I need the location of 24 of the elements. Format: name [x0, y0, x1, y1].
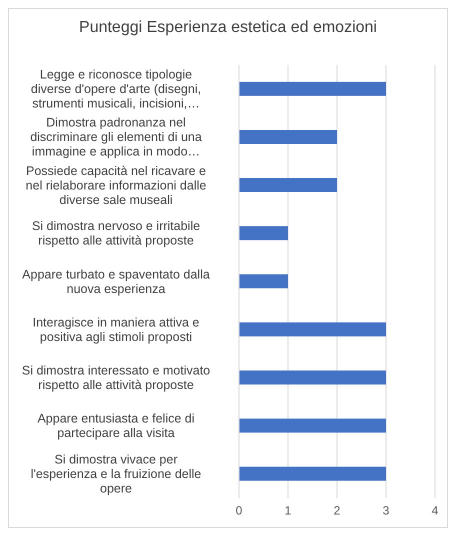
bar — [239, 418, 386, 433]
y-tick-label: Appare turbato e spaventato dalla nuova esperienza — [22, 267, 210, 296]
y-tick-label: Possiede capacità nel ricavare e nel rielaborare informazioni dalle diverse sale museali — [26, 164, 206, 207]
bar — [239, 466, 386, 481]
bar — [239, 82, 386, 96]
bar — [239, 322, 386, 336]
y-tick-label: Si dimostra nervoso e irritabile rispetto alle attività proposte — [32, 219, 200, 248]
x-tick-label: 3 — [382, 504, 390, 518]
y-tick-label: Si dimostra vivace per l'esperienza e la fruizione delle opere — [30, 452, 202, 496]
bar — [239, 274, 288, 288]
y-tick-label: Interagisce in maniera attiva e positiva agli stimoli proposti — [32, 315, 200, 344]
y-tick-label: Legge e riconosce tipologie diverse d'opere d'arte (disegni, strumenti musicali, incisioni,… — [30, 68, 202, 111]
x-tick-label: 4 — [432, 504, 439, 518]
x-tick-label: 1 — [284, 504, 292, 518]
y-tick-label: Dimostra padronanza nel discriminare gli elementi di una immagine e applica in modo… — [30, 116, 202, 159]
x-tick-label: 2 — [334, 504, 341, 518]
y-tick-label: Si dimostra interessato e motivato rispetto alle attività proposte — [22, 363, 210, 392]
bar — [239, 130, 337, 144]
bar — [239, 178, 337, 192]
bar — [239, 370, 386, 385]
bar — [239, 226, 288, 240]
y-tick-label: Appare entusiasta e felice di partecipare alla visita — [37, 412, 195, 440]
chart-title: Punteggi Esperienza estetica ed emozioni — [78, 18, 378, 38]
x-tick-label: 0 — [236, 504, 243, 518]
